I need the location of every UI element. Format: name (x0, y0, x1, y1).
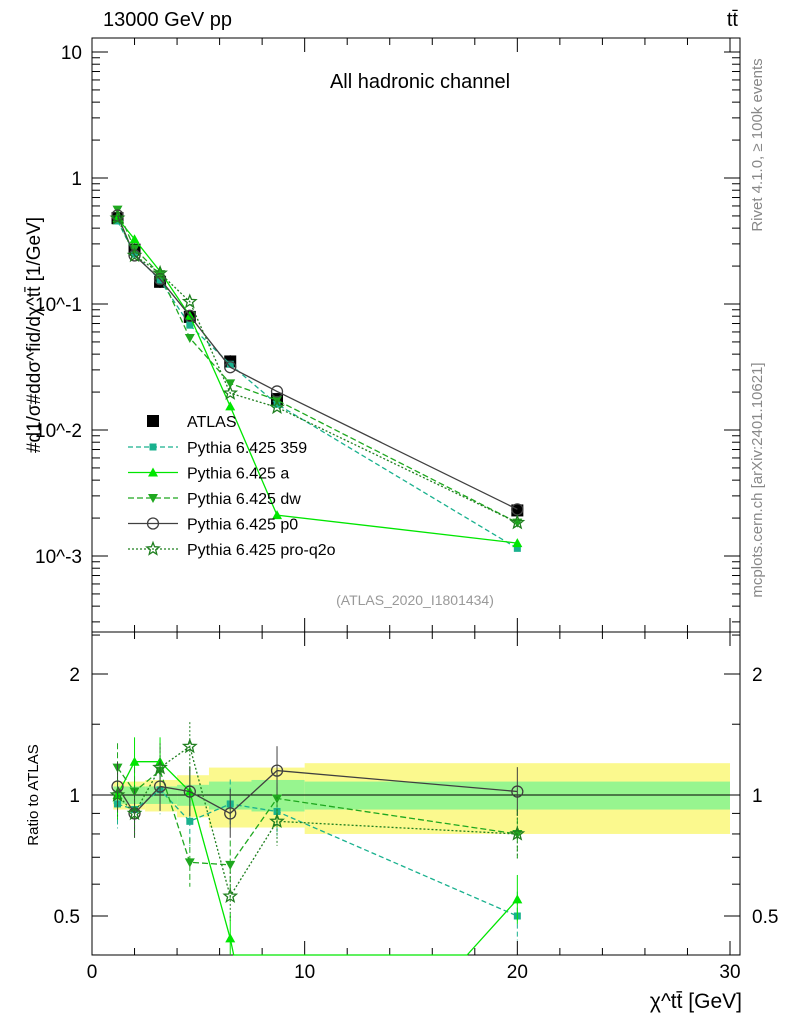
mcplots-label: mcplots.cern.ch [arXiv:2401.10621] (749, 362, 766, 597)
ratio-point (509, 825, 526, 841)
ratio-point (181, 738, 198, 754)
ratio-y-label: Ratio to ATLAS (25, 744, 42, 845)
series-point (224, 361, 237, 374)
ratio-point (512, 894, 523, 904)
y-tick-label: 10 (61, 43, 82, 64)
series-point (222, 384, 239, 400)
series-point (181, 293, 198, 309)
series-point (109, 209, 126, 225)
axes: 0 10 20 30 10 1 10^-1 10^-2 10^-3 2 2 1 1 0.5 0.5 (35, 38, 778, 983)
header-right: tt̄ (727, 9, 739, 31)
series-point (156, 276, 164, 284)
ratio-point (152, 759, 168, 775)
chart-title: All hadronic channel (330, 71, 510, 93)
ratio-point (511, 785, 524, 798)
series-line (116, 209, 518, 524)
x-tick-label: 0 (87, 962, 98, 983)
legend-label: Pythia 6.425 359 (187, 440, 307, 457)
legend-marker (145, 540, 161, 556)
main-marks (109, 205, 526, 552)
series-point (512, 538, 523, 548)
legend-label: Pythia 6.425 pro-q2o (187, 542, 336, 559)
x-tick-label: 30 (719, 962, 740, 983)
ratio-point (129, 756, 140, 766)
x-axis-label: χ^tt̄ [GeV] (650, 990, 742, 1013)
series-point (155, 270, 166, 280)
legend-marker (148, 494, 158, 503)
ratio-marks (109, 722, 526, 956)
series-line (116, 217, 518, 524)
series-point (126, 247, 143, 263)
series-point (272, 510, 283, 520)
legend: Pythia 6.425 359 Pythia 6.425 a Pythia 6.4… (128, 414, 336, 559)
series-point (186, 321, 194, 329)
series-point (129, 234, 140, 244)
ratio-point (272, 794, 283, 804)
series-line (117, 217, 518, 544)
y-tick-label: 1 (71, 169, 82, 190)
legend-label: Pythia 6.425 dw (187, 491, 301, 508)
series-point (183, 309, 196, 322)
ratio-point (222, 887, 239, 903)
series-point (269, 398, 285, 415)
ratio-point (183, 785, 196, 798)
legend-marker (146, 517, 160, 530)
y-tick-label: 10^-2 (35, 421, 82, 442)
legend-label: Pythia 6.425 a (187, 466, 289, 483)
legend-marker (147, 415, 159, 427)
y-tick-label: 10^-1 (35, 295, 82, 316)
series-point (226, 360, 234, 368)
x-tick-label: 10 (294, 962, 315, 983)
series-line (116, 220, 518, 549)
ratio-y-tick-label: 2 (752, 665, 763, 686)
ratio-point (186, 817, 194, 825)
ratio-y-tick-label: 1 (752, 786, 763, 807)
legend-marker (148, 467, 158, 477)
ratio-y-tick-label: 0.5 (752, 907, 778, 928)
ratio-point (225, 860, 236, 870)
series-point (225, 379, 236, 389)
y-tick-label: 10^-3 (35, 547, 82, 568)
legend-marker (149, 443, 157, 451)
ratio-point (184, 858, 195, 868)
rivet-label: Rivet 4.1.0, ≥ 100k events (749, 58, 766, 231)
ratio-y-tick-label: 2 (69, 665, 80, 686)
series-line (116, 215, 518, 510)
series-point (509, 514, 526, 530)
ratio-y-tick-label: 1 (69, 786, 80, 807)
ratio-point (225, 933, 236, 943)
series-point (184, 334, 195, 344)
ratio-y-tick-label: 0.5 (54, 907, 80, 928)
ratio-point (224, 807, 237, 820)
ratio-point (126, 805, 143, 821)
series-point (152, 264, 168, 280)
analysis-label: (ATLAS_2020_I1801434) (336, 592, 494, 608)
series-point (270, 385, 284, 398)
x-tick-label: 20 (507, 962, 528, 983)
series-point (225, 401, 236, 411)
legend-label: ATLAS (187, 414, 237, 431)
ratio-point (109, 786, 126, 802)
header-left: 13000 GeV pp (103, 9, 232, 31)
legend-label: Pythia 6.425 p0 (187, 517, 298, 534)
marks (109, 205, 526, 956)
ratio-point (270, 764, 284, 777)
y-axis-label: #d1/σ#ddσ^fid/dχ^tt̄ [1/GeV] (24, 217, 45, 453)
ratio-point (269, 812, 285, 829)
series-point (513, 544, 521, 552)
